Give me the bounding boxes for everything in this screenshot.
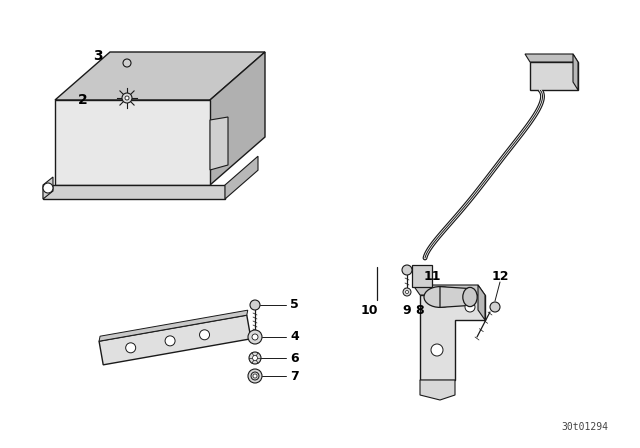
Text: 11: 11	[423, 271, 441, 284]
Polygon shape	[440, 287, 470, 307]
Text: 8: 8	[416, 303, 424, 316]
Polygon shape	[99, 315, 251, 365]
Polygon shape	[225, 156, 258, 199]
Text: 30t01294: 30t01294	[561, 422, 608, 432]
Circle shape	[431, 344, 443, 356]
Circle shape	[123, 59, 131, 67]
Circle shape	[125, 343, 136, 353]
Text: 5: 5	[290, 298, 299, 311]
Circle shape	[200, 330, 209, 340]
Circle shape	[43, 183, 53, 193]
Text: 4: 4	[290, 331, 299, 344]
Circle shape	[465, 302, 475, 312]
Circle shape	[125, 96, 129, 100]
Polygon shape	[210, 52, 265, 185]
Circle shape	[402, 265, 412, 275]
Polygon shape	[530, 62, 578, 90]
Text: 3: 3	[93, 49, 103, 63]
Circle shape	[250, 300, 260, 310]
Text: 9: 9	[403, 303, 412, 316]
Text: 2: 2	[78, 93, 88, 107]
Polygon shape	[573, 54, 578, 90]
Polygon shape	[55, 52, 265, 100]
Text: 7: 7	[290, 370, 299, 383]
Polygon shape	[99, 310, 248, 341]
Circle shape	[403, 288, 411, 296]
Circle shape	[253, 356, 257, 361]
Circle shape	[252, 334, 258, 340]
Circle shape	[248, 330, 262, 344]
Text: 6: 6	[290, 352, 299, 365]
Polygon shape	[413, 285, 485, 295]
Text: 12: 12	[492, 271, 509, 284]
Circle shape	[406, 290, 408, 293]
Polygon shape	[420, 380, 455, 400]
Ellipse shape	[424, 287, 456, 307]
Polygon shape	[412, 265, 432, 287]
Polygon shape	[43, 185, 225, 199]
Polygon shape	[525, 54, 578, 62]
Circle shape	[165, 336, 175, 346]
Circle shape	[249, 352, 261, 364]
Polygon shape	[210, 117, 228, 170]
Text: 10: 10	[360, 303, 378, 316]
Circle shape	[122, 93, 132, 103]
Polygon shape	[478, 285, 485, 320]
Polygon shape	[420, 295, 485, 380]
Ellipse shape	[463, 288, 477, 306]
Circle shape	[251, 372, 259, 380]
Polygon shape	[43, 177, 53, 199]
Circle shape	[248, 369, 262, 383]
Circle shape	[253, 374, 257, 378]
Circle shape	[490, 302, 500, 312]
Polygon shape	[55, 100, 210, 185]
